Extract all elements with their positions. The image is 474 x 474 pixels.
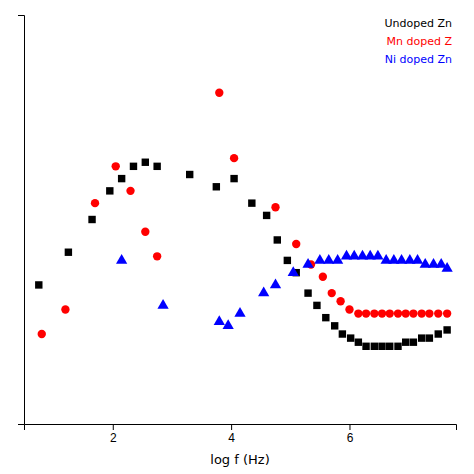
point <box>394 343 401 350</box>
point <box>336 297 344 305</box>
point <box>331 322 338 329</box>
point <box>425 309 433 317</box>
point <box>378 309 386 317</box>
x-tick-mark <box>231 424 232 430</box>
chart: 2 4 6 log f (Hz) Undoped Zn Mn doped Z Ni dope… <box>0 0 474 474</box>
x-tick: 6 <box>347 424 354 445</box>
point <box>417 309 425 317</box>
point <box>362 309 370 317</box>
x-axis-title: log f (Hz) <box>210 452 269 467</box>
point <box>91 199 99 207</box>
point <box>230 154 238 162</box>
point <box>371 343 378 350</box>
point <box>263 212 270 219</box>
point <box>186 171 193 178</box>
point <box>441 262 452 272</box>
point <box>284 257 291 264</box>
legend: Undoped Zn Mn doped Z Ni doped Zn <box>385 17 453 66</box>
point <box>271 203 279 211</box>
point <box>402 309 410 317</box>
point <box>153 252 161 260</box>
x-axis: 2 4 6 <box>25 424 457 445</box>
point <box>292 240 300 248</box>
point <box>88 216 95 223</box>
legend-entry: Mn doped Z <box>387 35 453 48</box>
legend-entry: Undoped Zn <box>385 17 453 30</box>
x-tick: 4 <box>228 424 235 445</box>
point <box>214 315 225 325</box>
point <box>443 309 451 317</box>
point <box>412 254 423 264</box>
point <box>418 334 425 341</box>
point <box>106 187 113 194</box>
point <box>223 319 234 329</box>
point <box>394 309 402 317</box>
point <box>362 343 369 350</box>
legend-entry: Ni doped Zn <box>385 53 452 66</box>
point <box>157 299 168 309</box>
series <box>116 250 453 329</box>
point <box>112 162 120 170</box>
x-tick: 2 <box>110 424 117 445</box>
point <box>35 281 42 288</box>
point <box>116 254 127 264</box>
point <box>118 175 125 182</box>
point <box>314 254 325 264</box>
point <box>434 309 442 317</box>
point <box>354 309 362 317</box>
point <box>65 249 72 256</box>
point <box>435 330 442 337</box>
point <box>153 163 160 170</box>
x-tick-mark <box>349 424 350 430</box>
point <box>142 159 149 166</box>
point <box>328 289 336 297</box>
point <box>213 183 220 190</box>
x-axis-line <box>25 425 457 431</box>
point <box>61 305 69 313</box>
point <box>386 309 394 317</box>
point <box>313 302 320 309</box>
point <box>302 258 313 268</box>
point <box>443 326 450 333</box>
point <box>378 343 385 350</box>
point <box>274 236 281 243</box>
point <box>322 314 329 321</box>
point <box>248 199 255 206</box>
x-tick-mark <box>113 424 114 430</box>
point <box>141 228 149 236</box>
point <box>270 278 281 288</box>
point <box>319 273 327 281</box>
point <box>345 305 353 313</box>
point <box>288 266 299 276</box>
x-tick-label: 4 <box>228 431 235 445</box>
x-tick-label: 2 <box>110 431 117 445</box>
point <box>38 330 46 338</box>
point <box>409 309 417 317</box>
series <box>35 159 451 350</box>
point <box>230 175 237 182</box>
point <box>339 330 346 337</box>
y-axis-line <box>18 16 25 425</box>
x-tick-label: 6 <box>347 431 354 445</box>
point <box>426 334 433 341</box>
points <box>35 89 453 350</box>
series <box>38 89 452 339</box>
point <box>386 343 393 350</box>
point <box>372 250 383 260</box>
point <box>402 338 409 345</box>
point <box>410 338 417 345</box>
point <box>347 334 354 341</box>
point <box>304 289 311 296</box>
point <box>215 89 223 97</box>
point <box>323 254 334 264</box>
point <box>130 163 137 170</box>
point <box>370 309 378 317</box>
point <box>355 338 362 345</box>
plot: 2 4 6 log f (Hz) Undoped Zn Mn doped Z Ni dope… <box>18 16 457 468</box>
point <box>234 307 245 317</box>
y-axis <box>18 16 25 425</box>
point <box>126 187 134 195</box>
point <box>258 287 269 297</box>
